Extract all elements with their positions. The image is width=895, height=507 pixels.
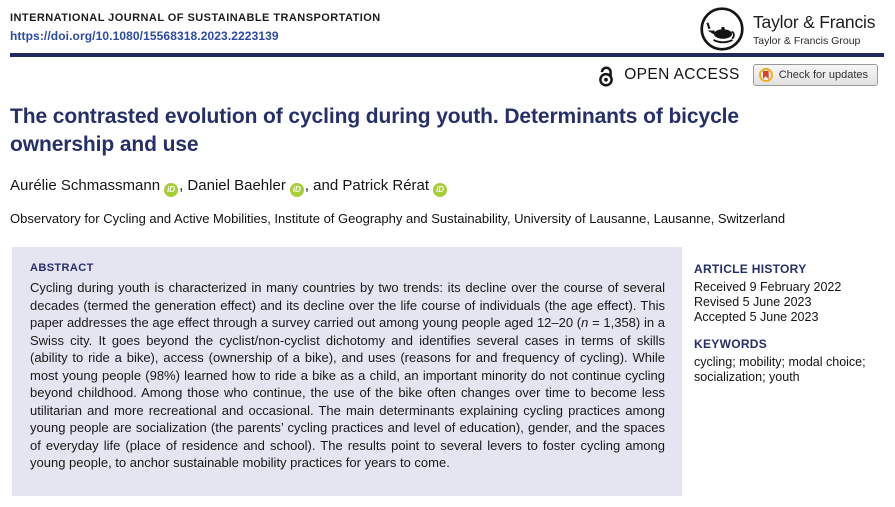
keywords-heading: KEYWORDS <box>694 337 768 352</box>
doi-link[interactable]: https://doi.org/10.1080/15568318.2023.22… <box>10 29 279 43</box>
author-separator: , and <box>304 177 343 194</box>
check-for-updates-button[interactable]: Check for updates <box>752 64 878 86</box>
abstract-heading: ABSTRACT <box>30 262 94 274</box>
abstract-text-part: = 1,358) in a Swiss city. It goes beyond… <box>30 315 665 470</box>
publisher-lamp-icon <box>699 6 745 52</box>
open-access-icon <box>597 63 615 88</box>
author-line: Aurélie Schmassmann iD, Daniel Baehler iD,… <box>10 176 448 197</box>
journal-title: INTERNATIONAL JOURNAL OF SUSTAINABLE TRA… <box>10 12 381 24</box>
crossmark-bookmark <box>762 70 769 80</box>
abstract-section: ABSTRACT Cycling during youth is charact… <box>12 247 682 496</box>
publisher-group: Taylor & Francis Group <box>753 34 861 47</box>
affiliation: Observatory for Cycling and Active Mobil… <box>10 211 786 226</box>
author-name: Daniel Baehler <box>187 177 286 194</box>
orcid-icon[interactable]: iD <box>164 183 179 197</box>
article-title: The contrasted evolution of cycling duri… <box>10 105 739 156</box>
check-for-updates-label: Check for updates <box>778 69 868 81</box>
abstract-italic-n: n <box>581 315 589 330</box>
keywords-text: cycling; mobility; modal choice; sociali… <box>694 355 866 385</box>
author-name: Aurélie Schmassmann <box>10 177 161 194</box>
author-separator: , <box>179 177 188 194</box>
open-access-label: OPEN ACCESS <box>624 66 740 83</box>
abstract-text: Cycling during youth is characterized in… <box>30 279 665 472</box>
crossmark-icon <box>758 68 773 82</box>
publisher-wordmark: Taylor & Francis Taylor & Francis Group <box>753 12 875 47</box>
access-row: OPEN ACCESS Check for updates <box>0 61 878 89</box>
taylor-francis-logo: Taylor & Francis Taylor & Francis Group <box>699 6 875 52</box>
article-meta-column: ARTICLE HISTORY Received 9 February 2022… <box>694 262 886 385</box>
orcid-icon[interactable]: iD <box>433 183 448 197</box>
header-divider <box>10 53 884 57</box>
abstract-text-part: Cycling during youth is characterized in… <box>30 280 665 330</box>
publisher-name: Taylor & Francis <box>753 11 876 32</box>
history-revised: Revised 5 June 2023 <box>694 294 812 309</box>
orcid-icon[interactable]: iD <box>289 183 304 197</box>
history-accepted: Accepted 5 June 2023 <box>694 309 819 324</box>
history-received: Received 9 February 2022 <box>694 280 842 294</box>
author-name: Patrick Rérat <box>342 177 430 194</box>
orcid-label: iD <box>292 185 301 194</box>
orcid-label: iD <box>436 185 445 194</box>
journal-header: INTERNATIONAL JOURNAL OF SUSTAINABLE TRA… <box>10 12 381 45</box>
article-history-heading: ARTICLE HISTORY <box>694 262 807 276</box>
orcid-label: iD <box>167 185 176 194</box>
